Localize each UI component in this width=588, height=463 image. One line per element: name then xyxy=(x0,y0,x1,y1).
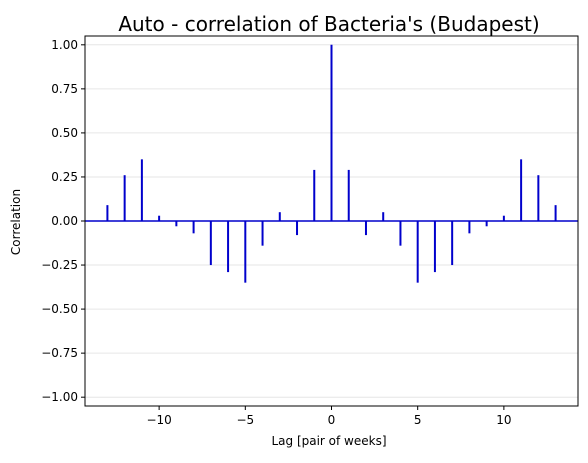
stem-layer xyxy=(85,44,578,283)
x-tick-label-2: 0 xyxy=(328,413,336,427)
x-axis-label: Lag [pair of weeks] xyxy=(271,434,386,448)
y-tick-label-6: −0.50 xyxy=(41,302,78,316)
y-axis-label: Correlation xyxy=(9,189,23,255)
y-tick-label-5: −0.25 xyxy=(41,258,78,272)
y-tick-label-4: 0.00 xyxy=(51,214,78,228)
axes-layer: 1.00 0.75 0.50 0.25 0.00 −0.25 −0.50 −0.75 −1.00… xyxy=(41,35,579,427)
x-tick-label-0: −10 xyxy=(146,413,171,427)
chart-title: Auto - correlation of Bacteria's (Budape… xyxy=(118,12,539,36)
y-tick-label-7: −0.75 xyxy=(41,346,78,360)
y-tick-label-8: −1.00 xyxy=(41,390,78,404)
y-tick-label-3: 0.25 xyxy=(51,170,78,184)
y-tick-label-1: 0.75 xyxy=(51,82,78,96)
x-tick-label-1: −5 xyxy=(236,413,254,427)
y-tick-label-2: 0.50 xyxy=(51,126,78,140)
y-tick-label-0: 1.00 xyxy=(51,38,78,52)
x-tick-label-4: 10 xyxy=(496,413,511,427)
x-tick-label-3: 5 xyxy=(414,413,422,427)
